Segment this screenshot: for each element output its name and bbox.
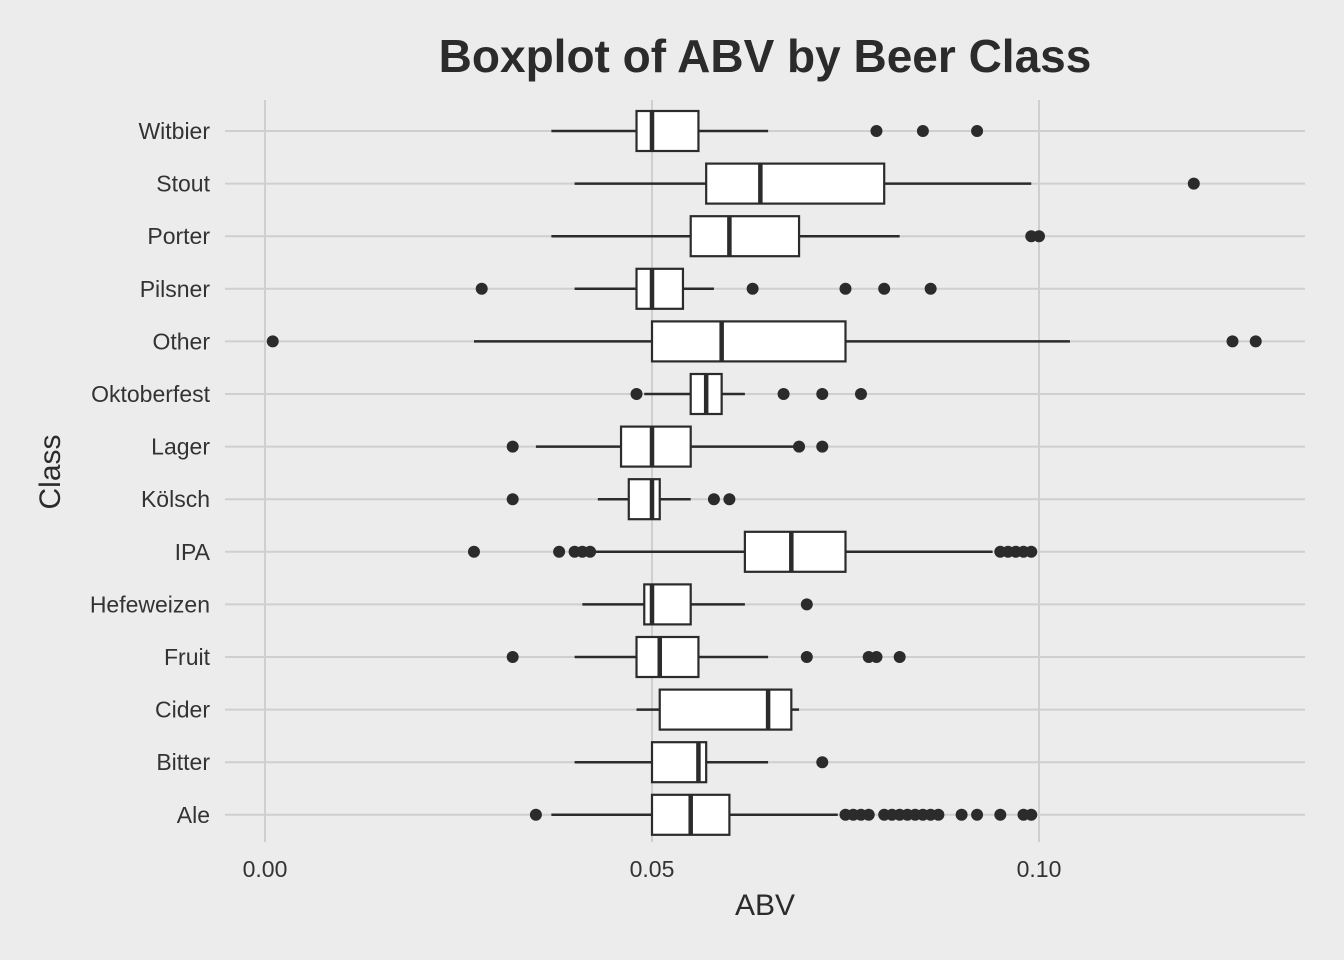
outlier-point	[916, 125, 929, 137]
y-tick-label: Pilsner	[140, 276, 211, 302]
outlier-point	[870, 651, 883, 663]
x-tick-label: 0.05	[630, 856, 675, 882]
box-group	[475, 267, 937, 310]
outlier-point	[1249, 335, 1262, 348]
outlier-point	[707, 493, 720, 506]
y-tick-label: Kölsch	[141, 486, 210, 512]
y-tick-label: Cider	[155, 697, 210, 723]
outlier-point	[266, 335, 279, 348]
y-tick-label: Bitter	[156, 749, 210, 775]
box-group	[574, 741, 829, 784]
outlier-point	[816, 440, 829, 453]
grid-lines	[225, 100, 1305, 842]
box-group	[582, 583, 813, 626]
box-group	[266, 320, 1262, 363]
iqr-box	[689, 215, 801, 258]
outlier-point	[1226, 335, 1239, 348]
iqr-box	[619, 425, 692, 468]
iqr-box	[635, 635, 700, 679]
x-axis-tick-labels: 0.00 0.05 0.10	[243, 856, 1062, 882]
box-group	[529, 793, 1038, 836]
outlier-point	[893, 651, 906, 663]
y-tick-label: Oktoberfest	[91, 381, 210, 407]
outlier-point	[800, 598, 813, 611]
y-tick-label: Other	[152, 328, 210, 354]
x-tick-label: 0.10	[1017, 856, 1062, 882]
outlier-point	[506, 493, 519, 506]
box-group	[506, 425, 829, 468]
box-group	[636, 688, 800, 731]
outlier-point	[746, 282, 759, 295]
y-tick-label: Hefeweizen	[90, 591, 210, 617]
outlier-point	[800, 651, 813, 663]
box-group	[506, 478, 736, 521]
box-group	[574, 162, 1200, 205]
box-group	[467, 530, 1038, 573]
outlier-point	[971, 808, 984, 821]
outlier-point	[506, 651, 519, 663]
iqr-box	[635, 109, 700, 153]
y-tick-label: Lager	[151, 434, 210, 460]
outlier-point	[994, 808, 1007, 821]
outlier-point	[816, 388, 829, 400]
outlier-point	[777, 388, 790, 400]
outlier-point	[1025, 545, 1038, 558]
y-tick-label: Fruit	[164, 644, 211, 670]
outlier-point	[529, 808, 542, 821]
outlier-point	[955, 808, 968, 821]
outlier-point	[467, 545, 480, 558]
outlier-point	[854, 388, 867, 400]
outlier-point	[870, 125, 883, 137]
outlier-point	[584, 545, 597, 558]
box-group	[551, 109, 984, 153]
outlier-point	[932, 808, 945, 821]
iqr-box	[627, 478, 661, 521]
x-axis-title: ABV	[735, 889, 795, 922]
y-tick-label: Witbier	[138, 118, 210, 144]
iqr-box	[650, 320, 847, 363]
box-series	[266, 109, 1262, 836]
iqr-box	[743, 530, 847, 573]
y-tick-label: Porter	[147, 223, 210, 249]
outlier-point	[816, 756, 829, 769]
outlier-point	[924, 282, 937, 295]
outlier-point	[793, 440, 806, 453]
iqr-box	[635, 267, 685, 310]
iqr-box	[658, 688, 793, 731]
outlier-point	[723, 493, 736, 506]
y-tick-label: Stout	[156, 171, 210, 197]
outlier-point	[862, 808, 875, 821]
outlier-point	[839, 282, 852, 295]
outlier-point	[878, 282, 891, 295]
outlier-point	[475, 282, 488, 295]
outlier-point	[553, 545, 566, 558]
y-tick-label: Ale	[177, 802, 210, 828]
outlier-point	[1033, 230, 1045, 243]
outlier-point	[630, 388, 643, 400]
iqr-box	[705, 162, 886, 205]
box-group	[630, 372, 867, 416]
outlier-point	[1025, 808, 1038, 821]
box-group	[506, 635, 906, 679]
x-tick-label: 0.00	[243, 856, 288, 882]
y-tick-label: IPA	[175, 539, 211, 565]
outlier-point	[1187, 177, 1200, 190]
chart-title: Boxplot of ABV by Beer Class	[439, 30, 1092, 82]
y-axis-tick-labels: Witbier Stout Porter Pilsner Other Oktoberfes…	[90, 118, 211, 828]
box-group	[551, 215, 1045, 258]
y-axis-title: Class	[34, 434, 67, 509]
outlier-point	[971, 125, 984, 137]
outlier-point	[506, 440, 519, 453]
